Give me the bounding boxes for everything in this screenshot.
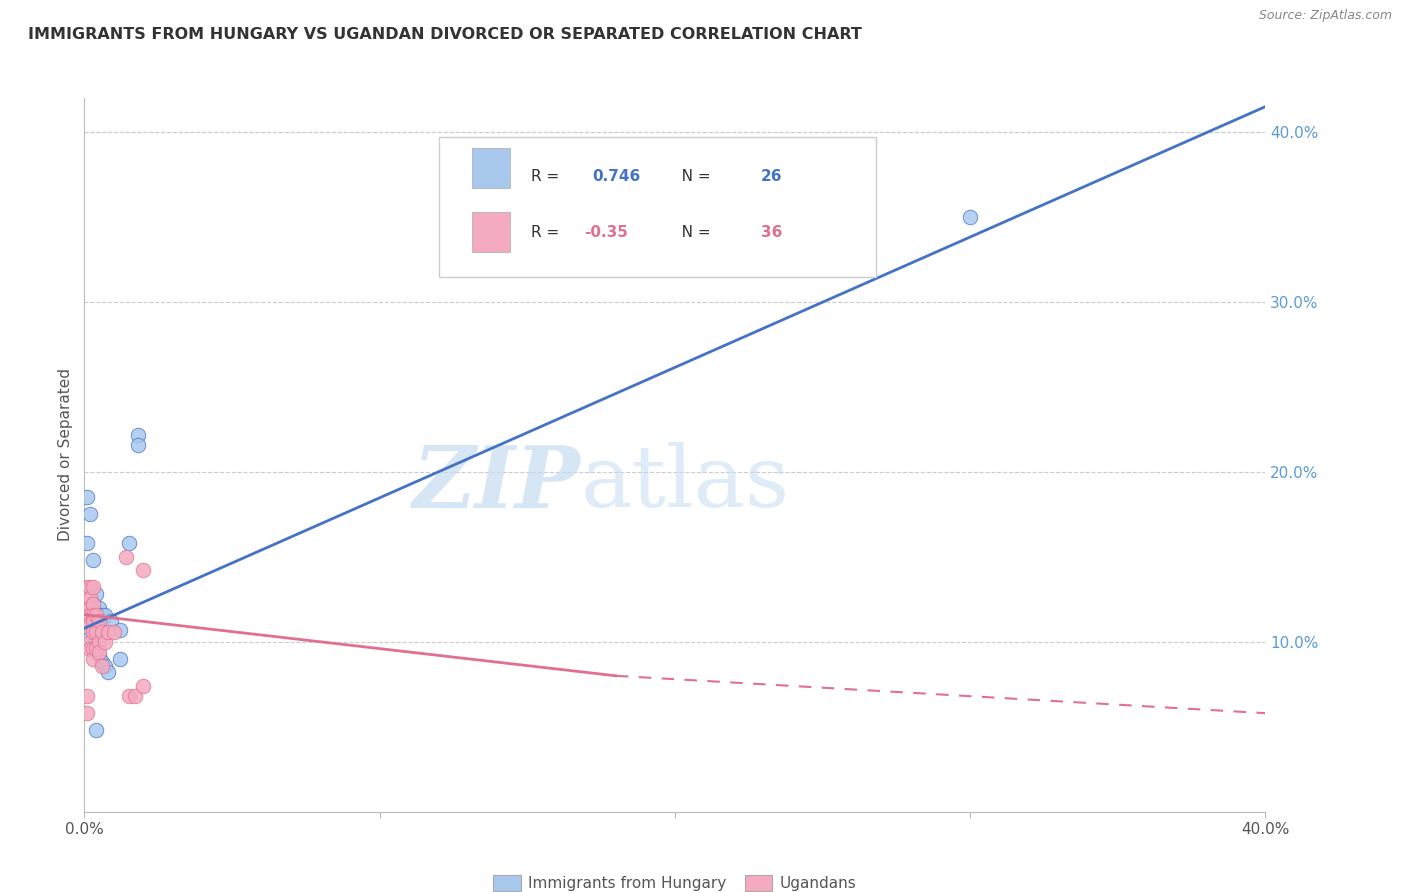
Point: [91, 624, 114, 639]
Point: [79, 508, 101, 522]
Point: [82, 607, 104, 622]
Point: [82, 615, 104, 629]
Point: [94, 607, 117, 622]
Point: [84, 641, 107, 656]
Point: [79, 600, 101, 615]
Point: [76, 607, 98, 622]
Text: ZIP: ZIP: [412, 442, 581, 525]
Point: [79, 617, 101, 632]
Point: [84, 624, 107, 639]
Point: [132, 564, 155, 578]
Point: [132, 679, 155, 693]
Point: [97, 665, 120, 680]
Point: [89, 648, 111, 663]
Point: [82, 581, 104, 595]
Point: [959, 210, 981, 224]
Text: atlas: atlas: [581, 442, 790, 525]
Point: [89, 635, 111, 649]
Y-axis label: Divorced or Separated: Divorced or Separated: [58, 368, 73, 541]
Text: N =: N =: [666, 225, 716, 240]
Point: [91, 655, 114, 669]
Text: R =: R =: [531, 169, 569, 184]
Point: [82, 624, 104, 639]
Point: [89, 615, 111, 629]
Text: R =: R =: [531, 225, 564, 240]
Point: [79, 591, 101, 605]
Text: 36: 36: [761, 225, 783, 240]
Point: [84, 723, 107, 738]
Point: [76, 706, 98, 721]
Point: [114, 549, 136, 564]
Point: [79, 581, 101, 595]
Point: [91, 658, 114, 673]
Point: [82, 598, 104, 612]
Text: 0.746: 0.746: [592, 169, 641, 184]
Point: [108, 623, 131, 637]
Point: [94, 635, 117, 649]
Point: [79, 607, 101, 622]
Point: [76, 536, 98, 550]
Text: N =: N =: [666, 169, 716, 184]
Point: [76, 598, 98, 612]
Point: [82, 638, 104, 652]
Point: [79, 635, 101, 649]
Point: [103, 624, 125, 639]
Point: [127, 427, 149, 442]
Text: -0.35: -0.35: [583, 225, 628, 240]
Point: [97, 624, 120, 639]
Text: Source: ZipAtlas.com: Source: ZipAtlas.com: [1258, 9, 1392, 22]
FancyBboxPatch shape: [439, 137, 876, 277]
Point: [82, 652, 104, 666]
Point: [82, 598, 104, 612]
Point: [100, 615, 122, 629]
Bar: [472, 212, 509, 252]
Point: [76, 615, 98, 629]
Legend: Immigrants from Hungary, Ugandans: Immigrants from Hungary, Ugandans: [486, 870, 863, 892]
Point: [84, 587, 107, 601]
Point: [127, 438, 149, 452]
Point: [89, 600, 111, 615]
Point: [91, 615, 114, 629]
Text: 26: 26: [761, 169, 783, 184]
Point: [94, 658, 117, 673]
Point: [118, 536, 141, 550]
Point: [82, 641, 104, 656]
Point: [108, 652, 131, 666]
Point: [82, 553, 104, 567]
Point: [91, 607, 114, 622]
Point: [76, 689, 98, 703]
Text: IMMIGRANTS FROM HUNGARY VS UGANDAN DIVORCED OR SEPARATED CORRELATION CHART: IMMIGRANTS FROM HUNGARY VS UGANDAN DIVOR…: [28, 27, 862, 42]
Point: [76, 491, 98, 505]
Point: [84, 621, 107, 635]
Point: [76, 581, 98, 595]
Point: [79, 641, 101, 656]
Point: [118, 689, 141, 703]
Point: [124, 689, 146, 703]
Point: [84, 607, 107, 622]
Point: [79, 632, 101, 646]
Point: [89, 645, 111, 659]
Bar: [472, 148, 509, 187]
Point: [89, 611, 111, 625]
